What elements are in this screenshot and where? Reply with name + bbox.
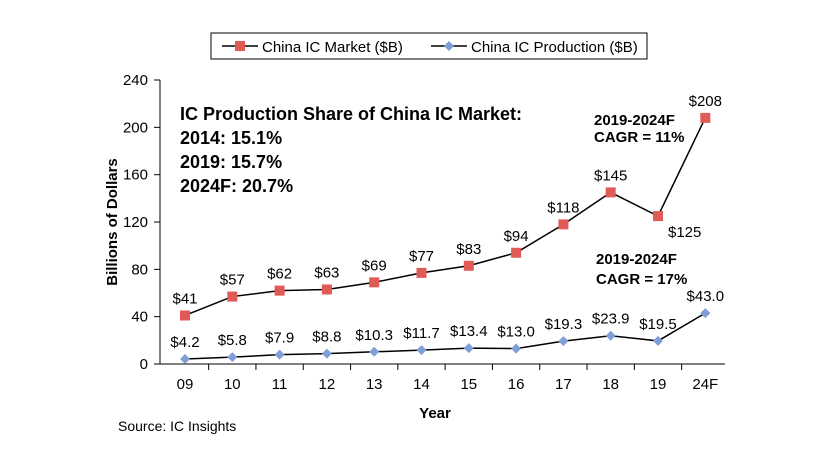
production-point xyxy=(274,349,285,360)
market-cagr-value: CAGR = 11% xyxy=(594,129,684,146)
production-data-label: $5.8 xyxy=(218,332,247,349)
market-data-label: $83 xyxy=(456,241,481,258)
production-data-label: $43.0 xyxy=(687,288,725,305)
market-cagr-period: 2019-2024F xyxy=(594,112,675,129)
x-tick-label: 19 xyxy=(650,376,667,393)
y-tick-label: 80 xyxy=(131,261,148,278)
production-series-line xyxy=(184,312,706,360)
x-axis-title: Year xyxy=(419,405,451,422)
production-point xyxy=(321,348,332,359)
y-tick-label: 0 xyxy=(140,356,148,373)
y-tick-label: 120 xyxy=(123,214,148,231)
source-note: Source: IC Insights xyxy=(118,418,236,434)
y-axis-title: Billions of Dollars xyxy=(104,158,121,286)
market-data-label: $77 xyxy=(409,248,434,265)
y-tick-label: 160 xyxy=(123,167,148,184)
market-point xyxy=(180,310,190,321)
production-data-label: $11.7 xyxy=(403,325,439,342)
production-data-label: $10.3 xyxy=(355,327,393,344)
production-data-label: $13.0 xyxy=(497,324,535,341)
x-tick-label: 17 xyxy=(555,376,572,393)
market-point xyxy=(227,291,238,302)
production-point xyxy=(227,352,238,363)
share-annotation: IC Production Share of China IC Market: … xyxy=(180,104,522,196)
market-point xyxy=(558,219,569,230)
market-point xyxy=(700,112,711,123)
production-data-label: $19.5 xyxy=(639,316,677,333)
market-point xyxy=(369,277,380,288)
production-data-label: $19.3 xyxy=(545,316,583,333)
market-data-label: $208 xyxy=(689,93,722,110)
production-point xyxy=(511,343,522,354)
x-tick-label: 12 xyxy=(319,376,336,393)
market-data-label: $57 xyxy=(220,272,245,289)
production-data-label: $23.9 xyxy=(592,311,630,328)
production-cagr-period: 2019-2024F xyxy=(596,251,677,268)
legend-market-marker xyxy=(235,41,245,51)
production-data-label: $4.2 xyxy=(170,334,199,351)
legend-production-label: China IC Production ($B) xyxy=(471,39,638,56)
x-tick-label: 16 xyxy=(508,376,525,393)
legend-market-label: China IC Market ($B) xyxy=(262,39,403,56)
production-point xyxy=(463,343,474,354)
market-data-label: $125 xyxy=(668,224,701,241)
market-point xyxy=(274,285,285,296)
market-point xyxy=(321,284,332,295)
market-point xyxy=(416,267,427,278)
x-tick-label: 14 xyxy=(413,376,430,393)
market-data-label: $41 xyxy=(172,290,197,307)
production-data-label: $8.8 xyxy=(312,329,341,346)
share-2024f: 2024F: 20.7% xyxy=(180,176,293,196)
share-2014: 2014: 15.1% xyxy=(180,128,282,148)
x-tick-label: 13 xyxy=(366,376,383,393)
production-cagr-value: CAGR = 17% xyxy=(596,271,687,288)
market-series-line xyxy=(184,117,706,317)
series-china-ic-production: $4.2 $5.8 $7.9 $8.8 $10.3 $11.7 $13.4 $13.0 $19.… xyxy=(170,288,725,365)
y-tick-label: 200 xyxy=(123,119,148,136)
market-point xyxy=(605,187,616,198)
production-point xyxy=(653,335,663,346)
x-tick-label: 15 xyxy=(460,376,477,393)
production-point xyxy=(180,354,190,365)
production-point xyxy=(558,336,569,347)
market-cagr-annotation: 2019-2024F CAGR = 11% xyxy=(594,112,684,146)
market-data-label: $63 xyxy=(314,264,339,281)
series-china-ic-market: $41 $57 $62 $63 $69 $77 $83 $94 $118 $145 $125 $208 xyxy=(172,93,722,321)
market-data-label: $94 xyxy=(504,228,529,245)
production-data-label: $13.4 xyxy=(450,323,488,340)
market-point xyxy=(653,211,663,222)
production-cagr-annotation: 2019-2024F CAGR = 17% xyxy=(596,251,687,288)
y-ticks: 0 40 80 120 160 200 240 xyxy=(123,72,160,373)
y-tick-label: 240 xyxy=(123,72,148,89)
x-tick-label: 10 xyxy=(224,376,241,393)
production-point xyxy=(700,308,711,319)
market-data-label: $69 xyxy=(362,257,387,274)
production-point xyxy=(605,330,616,341)
x-ticks: 09 10 11 12 13 14 15 16 17 18 19 24F xyxy=(177,364,718,393)
production-data-label: $7.9 xyxy=(265,330,294,347)
market-data-label: $62 xyxy=(267,266,292,283)
production-point xyxy=(416,345,427,356)
market-point xyxy=(511,247,522,258)
share-title: IC Production Share of China IC Market: xyxy=(180,104,522,124)
y-tick-label: 40 xyxy=(131,309,148,326)
x-tick-label: 11 xyxy=(272,376,288,393)
market-data-label: $145 xyxy=(594,167,627,184)
x-tick-label: 09 xyxy=(177,376,194,393)
production-point xyxy=(369,346,380,357)
market-point xyxy=(463,260,474,271)
legend: China IC Market ($B) China IC Production… xyxy=(210,32,648,60)
share-2019: 2019: 15.7% xyxy=(180,152,282,172)
market-data-label: $118 xyxy=(547,199,579,216)
x-tick-label: 24F xyxy=(692,376,718,393)
legend-production-marker xyxy=(444,41,454,51)
x-tick-label: 18 xyxy=(602,376,619,393)
